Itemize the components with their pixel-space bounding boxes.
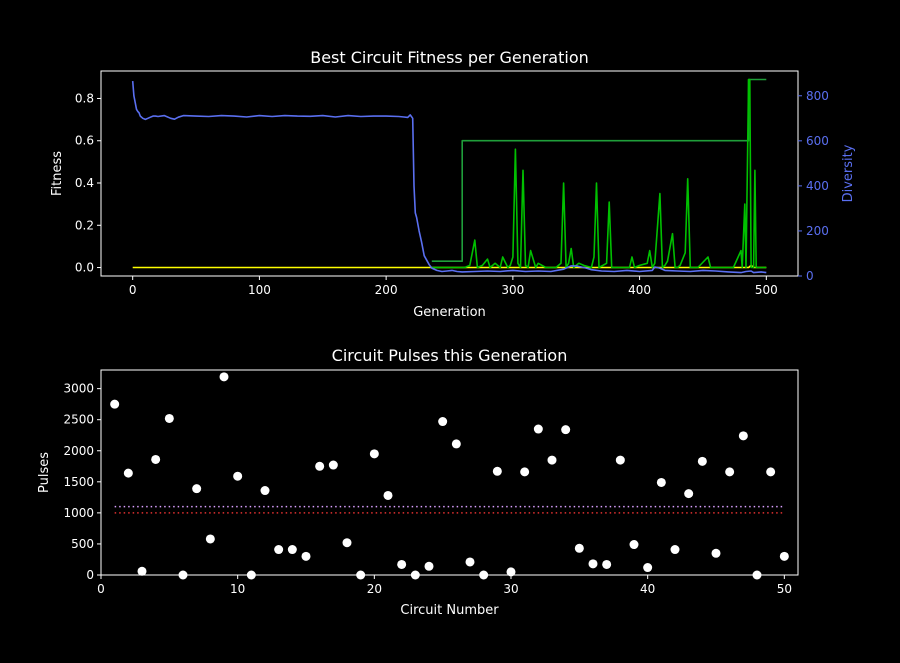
pulse-point — [533, 424, 543, 434]
pulses-chart-title: Circuit Pulses this Generation — [332, 346, 568, 365]
fitness-y-tick-label: 0.8 — [75, 91, 94, 105]
pulses-y-axis-label: Pulses — [37, 452, 52, 493]
best-fitness-line — [431, 78, 767, 263]
pulse-point — [438, 417, 448, 427]
pulse-point — [151, 454, 161, 464]
diversity-y-tick-label: 200 — [806, 224, 829, 238]
pulse-point — [287, 545, 297, 555]
pulse-point — [547, 455, 557, 465]
pulses-x-tick-label: 40 — [640, 582, 655, 596]
fitness-y-tick-label: 0.0 — [75, 261, 94, 275]
pulse-point — [205, 534, 215, 544]
pulses-x-axis-label: Circuit Number — [400, 603, 499, 618]
pulse-point — [110, 399, 120, 409]
pulses-x-tick-label: 30 — [503, 582, 518, 596]
pulse-point — [779, 551, 789, 561]
pulses-chart: Circuit Pulses this Generation 0 10 20 30 40… — [37, 346, 799, 618]
pulses-y-tick-label: 2000 — [63, 444, 94, 458]
pulse-point — [697, 456, 707, 466]
pulse-point — [369, 449, 379, 459]
pulse-point — [615, 455, 625, 465]
pulses-x-tick-label: 20 — [367, 582, 382, 596]
pulse-point — [192, 484, 202, 494]
pulse-point — [451, 439, 461, 449]
pulse-point — [328, 460, 338, 470]
pulses-plot-frame — [100, 369, 799, 576]
pulse-point — [342, 538, 352, 548]
diversity-y-tick-label: 0 — [806, 269, 814, 283]
pulse-point — [492, 466, 502, 476]
fitness-y-tick-label: 0.4 — [75, 176, 94, 190]
pulse-point — [274, 545, 284, 555]
diversity-y-tick-label: 400 — [806, 179, 829, 193]
fitness-y-tick-label: 0.6 — [75, 134, 94, 148]
pulse-point — [137, 566, 147, 576]
pulses-plot-area — [110, 372, 789, 580]
fitness-x-tick-label: 300 — [501, 283, 524, 297]
pulses-x-tick-label: 10 — [230, 582, 245, 596]
pulse-point — [506, 567, 516, 577]
pulse-point — [520, 467, 530, 477]
pulse-point — [643, 563, 653, 573]
pulse-point — [684, 489, 694, 499]
fitness-x-ticks: 0 100 200 300 400 500 — [129, 276, 778, 297]
pulses-y-tick-label: 3000 — [63, 382, 94, 396]
pulse-point — [588, 559, 598, 569]
fitness-y-ticks: 0.0 0.2 0.4 0.6 0.8 — [75, 91, 101, 275]
pulses-y-ticks: 0 500 1000 1500 2000 2500 3000 — [63, 382, 101, 582]
generation-fitness-line — [431, 78, 767, 269]
pulse-point — [561, 425, 571, 435]
pulse-point — [766, 467, 776, 477]
fitness-x-tick-label: 200 — [375, 283, 398, 297]
pulse-point — [383, 490, 393, 500]
pulses-x-ticks: 0 10 20 30 40 50 — [97, 575, 792, 596]
pulse-point — [424, 561, 434, 571]
pulse-point — [629, 540, 639, 550]
fitness-plot-frame — [100, 70, 799, 277]
fitness-x-tick-label: 100 — [248, 283, 271, 297]
diversity-y-ticks: 0 200 400 600 800 — [798, 89, 829, 283]
pulse-point — [711, 548, 721, 558]
pulses-x-tick-label: 0 — [97, 582, 105, 596]
pulse-point — [602, 559, 612, 569]
pulse-point — [260, 486, 270, 496]
fitness-y-tick-label: 0.2 — [75, 218, 94, 232]
fitness-x-tick-label: 400 — [628, 283, 651, 297]
pulse-point — [397, 559, 407, 569]
fitness-x-axis-label: Generation — [413, 305, 486, 320]
pulse-point — [164, 413, 174, 423]
pulses-x-tick-label: 50 — [777, 582, 792, 596]
pulses-y-tick-label: 2500 — [63, 413, 94, 427]
pulse-point — [670, 545, 680, 555]
diversity-y-axis-label: Diversity — [841, 144, 856, 202]
pulses-y-tick-label: 0 — [86, 568, 94, 582]
pulse-point — [301, 551, 311, 561]
pulse-point — [315, 461, 325, 471]
pulse-point — [219, 372, 229, 382]
pulse-point — [725, 467, 735, 477]
fitness-chart: Best Circuit Fitness per Generation 0 100… — [50, 48, 856, 320]
pulse-point — [233, 471, 243, 481]
pulses-y-tick-label: 1000 — [63, 506, 94, 520]
diversity-line — [131, 81, 767, 274]
diversity-y-tick-label: 800 — [806, 89, 829, 103]
pulse-point — [123, 468, 133, 478]
pulse-point — [656, 477, 666, 487]
fitness-y-axis-label: Fitness — [50, 151, 65, 196]
pulse-point — [465, 557, 475, 567]
pulse-point — [574, 543, 584, 553]
diversity-y-tick-label: 600 — [806, 134, 829, 148]
fitness-x-tick-label: 500 — [755, 283, 778, 297]
fitness-x-tick-label: 0 — [129, 283, 137, 297]
pulse-point — [738, 431, 748, 441]
pulses-y-tick-label: 500 — [71, 537, 94, 551]
fitness-plot-area — [131, 78, 767, 274]
pulses-y-tick-label: 1500 — [63, 475, 94, 489]
fitness-chart-title: Best Circuit Fitness per Generation — [310, 48, 589, 67]
